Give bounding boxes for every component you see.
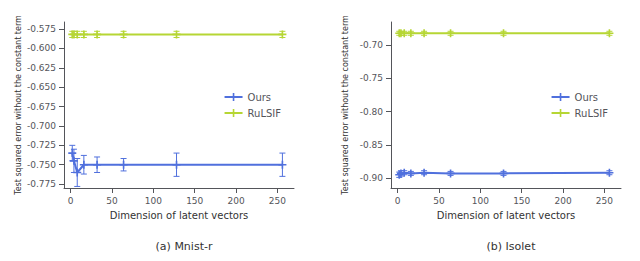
svg-text:Ours: Ours xyxy=(575,92,599,103)
svg-text:250: 250 xyxy=(269,196,286,206)
svg-text:-0.700: -0.700 xyxy=(27,121,56,131)
svg-text:200: 200 xyxy=(227,196,244,206)
svg-text:0: 0 xyxy=(68,196,74,206)
svg-text:-0.575: -0.575 xyxy=(27,24,56,34)
svg-text:150: 150 xyxy=(186,196,203,206)
svg-text:-0.90: -0.90 xyxy=(360,173,384,183)
svg-text:-0.625: -0.625 xyxy=(27,63,56,73)
svg-text:100: 100 xyxy=(145,196,162,206)
svg-text:200: 200 xyxy=(554,196,571,206)
svg-text:-0.70: -0.70 xyxy=(360,40,384,50)
svg-text:-0.75: -0.75 xyxy=(360,73,383,83)
svg-text:Test squared error without the: Test squared error without the constant … xyxy=(14,15,23,196)
svg-text:Dimension of latent vectors: Dimension of latent vectors xyxy=(110,210,249,221)
svg-text:-0.80: -0.80 xyxy=(360,107,384,117)
svg-text:-0.85: -0.85 xyxy=(360,140,383,150)
svg-text:Test squared error without the: Test squared error without the constant … xyxy=(341,15,350,196)
svg-text:250: 250 xyxy=(596,196,613,206)
svg-text:-0.650: -0.650 xyxy=(27,82,56,92)
svg-text:-0.775: -0.775 xyxy=(27,179,56,189)
svg-text:100: 100 xyxy=(472,196,489,206)
svg-text:(b) Isolet: (b) Isolet xyxy=(487,240,537,253)
svg-text:-0.675: -0.675 xyxy=(27,102,56,112)
svg-text:RuLSIF: RuLSIF xyxy=(248,108,282,119)
svg-text:Ours: Ours xyxy=(248,92,272,103)
svg-text:(a) Mnist-r: (a) Mnist-r xyxy=(156,240,213,253)
svg-text:150: 150 xyxy=(513,196,530,206)
svg-text:50: 50 xyxy=(106,196,118,206)
svg-text:RuLSIF: RuLSIF xyxy=(575,108,609,119)
svg-text:Dimension of latent vectors: Dimension of latent vectors xyxy=(437,210,576,221)
svg-text:0: 0 xyxy=(395,196,401,206)
svg-text:-0.725: -0.725 xyxy=(27,140,56,150)
svg-text:-0.600: -0.600 xyxy=(27,43,56,53)
svg-text:50: 50 xyxy=(433,196,445,206)
svg-text:-0.750: -0.750 xyxy=(27,160,56,170)
